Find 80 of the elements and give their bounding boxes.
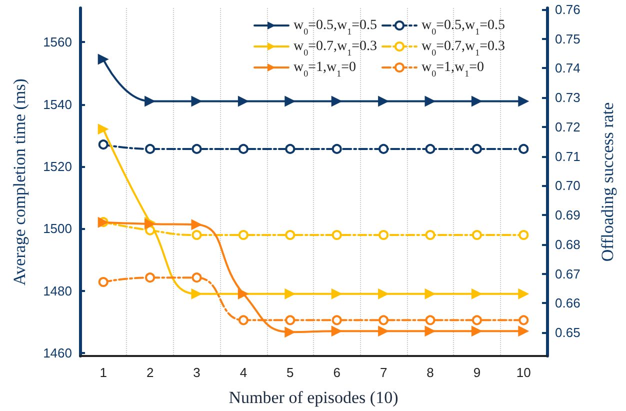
point (98, 124, 109, 135)
point (332, 230, 342, 240)
point (518, 326, 530, 337)
y2-tick-label: 0.69 (555, 208, 580, 223)
y2-tick-label: 0.73 (555, 90, 580, 106)
y-tick-label: 1460 (43, 345, 72, 360)
y2-tick-label: 0.70 (555, 178, 580, 194)
x-tick-label: 7 (380, 365, 388, 380)
x-tick-label: 9 (473, 365, 481, 380)
x-tick-label: 6 (333, 365, 340, 380)
point (98, 54, 109, 65)
point (472, 230, 482, 240)
x-axis-title: Number of episodes (10) (228, 388, 398, 407)
point (192, 230, 202, 240)
point (284, 288, 296, 300)
point (425, 230, 436, 240)
y2-tick-label: 0.66 (555, 296, 580, 311)
y2-tick-label: 0.68 (555, 236, 580, 252)
point (285, 315, 296, 326)
point (192, 272, 202, 283)
point (424, 326, 436, 337)
y-axis-title: Average completion time (ms) (10, 78, 29, 286)
y2-tick-label: 0.67 (555, 266, 580, 282)
point (238, 230, 248, 240)
point (285, 144, 296, 154)
point (98, 276, 108, 287)
point (192, 144, 202, 154)
y2-tick-label: 0.72 (555, 119, 580, 134)
point (238, 315, 248, 326)
y-tick-label: 1480 (43, 283, 72, 298)
x-tick-label: 1 (100, 365, 107, 380)
y2-tick-label: 0.75 (555, 31, 580, 46)
y-tick-label: 1500 (43, 221, 72, 236)
x-tick-label: 2 (146, 365, 154, 380)
point (332, 144, 342, 154)
x-tick-label: 10 (516, 365, 531, 380)
point (424, 96, 436, 107)
point (378, 230, 389, 240)
point (191, 219, 202, 230)
point (238, 144, 248, 154)
point (471, 288, 482, 300)
point (425, 144, 436, 154)
x-tick-label: 5 (286, 365, 294, 380)
y2-axis-title: Offloading success rate (598, 102, 617, 262)
point (284, 326, 296, 338)
point (518, 230, 529, 240)
point (425, 315, 436, 326)
y2-tick-label: 0.74 (555, 60, 580, 76)
point (98, 140, 108, 150)
y2-tick-label: 0.76 (555, 2, 580, 17)
point (331, 96, 342, 107)
y-tick-label: 1540 (43, 96, 72, 112)
point (471, 96, 482, 107)
point (378, 144, 389, 154)
point (191, 288, 202, 300)
point (518, 96, 530, 107)
x-tick-label: 4 (240, 365, 248, 380)
x-tick-label: 8 (426, 365, 434, 380)
point (472, 144, 482, 154)
point (518, 144, 529, 154)
point (332, 315, 342, 326)
y2-tick-label: 0.71 (555, 148, 580, 164)
point (518, 315, 529, 326)
point (471, 326, 482, 337)
point (378, 315, 389, 326)
point (145, 272, 156, 283)
point (472, 315, 482, 326)
y2-tick-label: 0.65 (555, 325, 580, 340)
point (238, 96, 249, 107)
point (331, 326, 342, 337)
point (285, 230, 296, 240)
point (518, 288, 530, 300)
y-tick-label: 1560 (43, 34, 72, 50)
point (145, 225, 156, 236)
point (191, 96, 202, 107)
point (145, 144, 156, 154)
point (424, 288, 436, 300)
y-tick-label: 1520 (43, 158, 72, 174)
x-tick-label: 3 (193, 365, 200, 380)
point (331, 288, 342, 300)
